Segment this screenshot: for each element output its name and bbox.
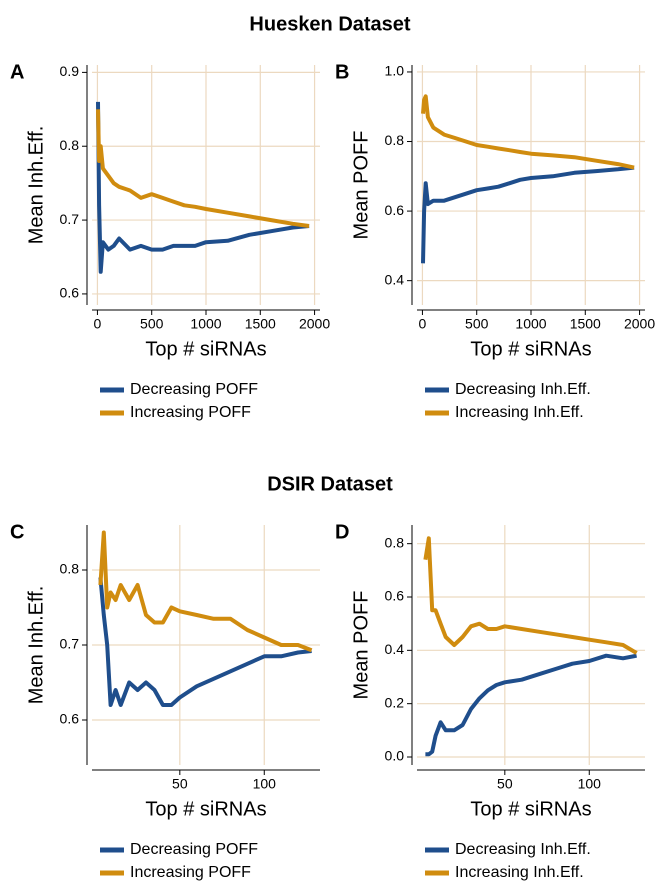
y-axis-title: Mean POFF: [350, 131, 372, 240]
section-title: DSIR Dataset: [267, 473, 393, 495]
x-tick-label: 0: [94, 316, 102, 332]
x-tick-label: 1000: [515, 316, 546, 332]
panel-label: C: [10, 521, 24, 543]
y-tick-label: 0.6: [60, 711, 80, 727]
y-tick-label: 0.2: [385, 694, 405, 710]
legend-label: Increasing POFF: [130, 864, 251, 881]
x-tick-label: 100: [578, 776, 602, 792]
legend-label: Decreasing POFF: [130, 381, 258, 398]
y-tick-label: 0.8: [60, 561, 80, 577]
panel-label: B: [335, 61, 349, 83]
y-axis-title: Mean Inh.Eff.: [25, 586, 47, 705]
x-tick-label: 1500: [245, 316, 276, 332]
section-title: Huesken Dataset: [249, 13, 411, 35]
y-tick-label: 0.7: [60, 636, 80, 652]
series-line: [421, 165, 635, 264]
series-line: [421, 94, 635, 170]
panel-label: A: [10, 61, 24, 83]
series-line: [96, 109, 310, 228]
x-tick-label: 50: [172, 776, 188, 792]
x-axis-title: Top # siRNAs: [470, 798, 591, 820]
y-tick-label: 0.6: [385, 202, 405, 218]
y-axis-title: Mean Inh.Eff.: [25, 126, 47, 245]
legend-label: Decreasing Inh.Eff.: [455, 841, 591, 858]
series-line: [98, 577, 312, 707]
series-line: [423, 536, 638, 655]
legend-label: Decreasing POFF: [130, 841, 258, 858]
x-tick-label: 100: [253, 776, 277, 792]
series-line: [96, 101, 310, 274]
x-tick-label: 0: [419, 316, 427, 332]
x-tick-label: 2000: [624, 316, 655, 332]
x-axis-title: Top # siRNAs: [145, 798, 266, 820]
series-line: [425, 653, 637, 757]
y-tick-label: 0.6: [60, 285, 80, 301]
x-tick-label: 500: [465, 316, 489, 332]
legend-label: Increasing POFF: [130, 404, 251, 421]
y-tick-label: 0.0: [385, 748, 405, 764]
legend-label: Decreasing Inh.Eff.: [455, 381, 591, 398]
x-tick-label: 1500: [570, 316, 601, 332]
y-tick-label: 0.8: [60, 137, 80, 153]
panel-label: D: [335, 521, 349, 543]
x-axis-title: Top # siRNAs: [470, 338, 591, 360]
y-tick-label: 0.4: [385, 641, 405, 657]
y-tick-label: 1.0: [385, 63, 405, 79]
series-line: [98, 530, 313, 653]
legend-label: Increasing Inh.Eff.: [455, 864, 584, 881]
y-tick-label: 0.4: [385, 271, 405, 287]
legend-label: Increasing Inh.Eff.: [455, 404, 584, 421]
x-tick-label: 1000: [190, 316, 221, 332]
x-tick-label: 500: [140, 316, 164, 332]
x-tick-label: 2000: [299, 316, 330, 332]
y-tick-label: 0.8: [385, 132, 405, 148]
y-tick-label: 0.9: [60, 63, 80, 79]
y-axis-title: Mean POFF: [350, 591, 372, 700]
y-tick-label: 0.6: [385, 588, 405, 604]
y-tick-label: 0.8: [385, 534, 405, 550]
x-tick-label: 50: [497, 776, 513, 792]
y-tick-label: 0.7: [60, 211, 80, 227]
x-axis-title: Top # siRNAs: [145, 338, 266, 360]
